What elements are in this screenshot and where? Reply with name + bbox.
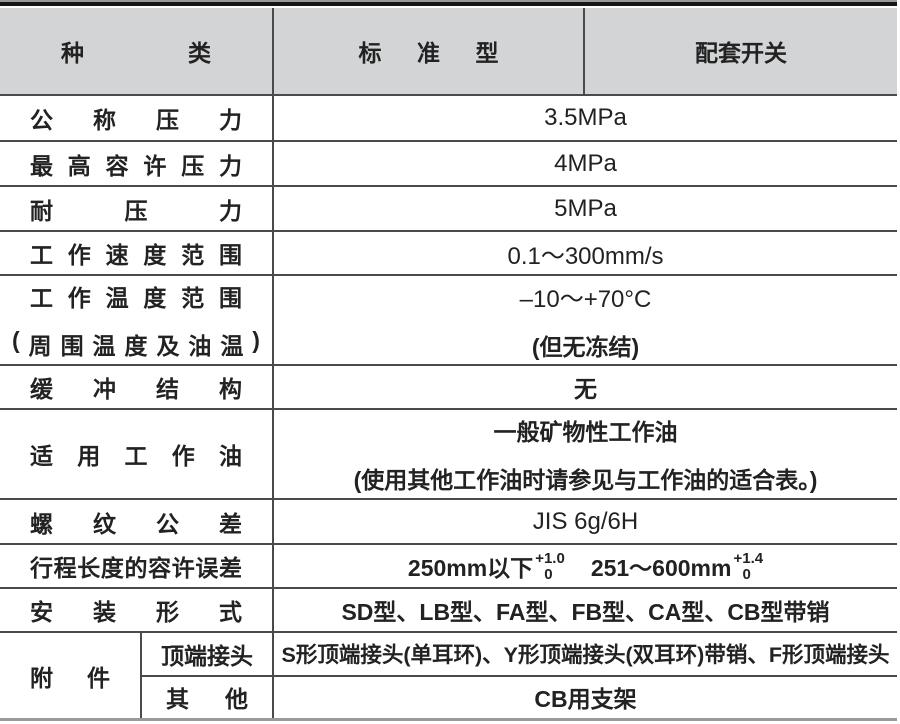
tolerance-stack: +1.4 0 [733, 550, 764, 583]
value-withstand-pressure: 5MPa [554, 194, 617, 222]
accessories-subrows: 顶端接头 S形顶端接头(单耳环)、Y形顶端接头(双耳环)带销、F形顶端接头 其他… [142, 633, 897, 718]
subrow-other: 其他 CB用支架 [142, 676, 897, 718]
tolerance-stack: +1.0 0 [535, 550, 565, 583]
row-speed-range: 工作速度范围 0.1～300mm/s [0, 230, 897, 274]
label-mounting: 安装形式 [0, 589, 274, 631]
label-temp-range: 工作温度范围 (周围温度及油温) [0, 276, 274, 364]
label-other: 其他 [142, 676, 274, 718]
row-working-oil: 适用工作油 一般矿物性工作油 (使用其他工作油时请参见与工作油的适合表。) [0, 408, 897, 498]
top-rule-gray [0, 0, 897, 2]
value-other: CB用支架 [534, 686, 637, 713]
header-cell-type: 种类 [0, 8, 274, 94]
row-accessories: 附件 顶端接头 S形顶端接头(单耳环)、Y形顶端接头(双耳环)带销、F形顶端接头… [0, 631, 897, 718]
value-top-joint: S形顶端接头(单耳环)、Y形顶端接头(双耳环)带销、F形顶端接头 [281, 643, 890, 668]
value-nominal-pressure: 3.5MPa [544, 104, 627, 131]
header-cell-switch: 配套开关 [585, 8, 897, 94]
subrow-top-joint: 顶端接头 S形顶端接头(单耳环)、Y形顶端接头(双耳环)带销、F形顶端接头 [142, 633, 897, 677]
label-cushion: 缓冲结构 [0, 366, 274, 408]
value-mounting: SD型、LB型、FA型、FB型、CA型、CB型带销 [341, 599, 830, 625]
tolerance-under-250: 250mm以下 +1.0 0 [407, 550, 565, 583]
row-max-pressure: 最高容许压力 4MPa [0, 140, 897, 185]
label-accessories: 附件 [0, 633, 142, 718]
label-speed-range: 工作速度范围 [0, 232, 274, 274]
header-cell-standard: 标准型 [274, 8, 585, 94]
row-mounting: 安装形式 SD型、LB型、FA型、FB型、CA型、CB型带销 [0, 587, 897, 631]
label-withstand-pressure: 耐压力 [0, 187, 274, 230]
value-working-oil: 一般矿物性工作油 (使用其他工作油时请参见与工作油的适合表。) [353, 419, 818, 493]
row-cushion: 缓冲结构 无 [0, 364, 897, 408]
value-thread-tolerance: JIS 6g/6H [532, 507, 639, 535]
label-top-joint: 顶端接头 [142, 633, 274, 675]
label-stroke-tolerance: 行程长度的容许误差 [0, 545, 274, 587]
value-cushion: 无 [574, 376, 597, 402]
header-label-type: 种类 [61, 40, 211, 66]
row-temp-range: 工作温度范围 (周围温度及油温) –10～+70°C (但无冻结) [0, 274, 897, 364]
value-max-pressure: 4MPa [554, 149, 617, 177]
label-thread-tolerance: 螺纹公差 [0, 500, 274, 543]
label-max-pressure: 最高容许压力 [0, 142, 274, 185]
row-thread-tolerance: 螺纹公差 JIS 6g/6H [0, 498, 897, 543]
header-label-standard: 标准型 [358, 40, 499, 66]
top-rule-black [0, 2, 897, 6]
tolerance-251-600: 251～600mm +1.4 0 [590, 550, 764, 583]
label-working-oil: 适用工作油 [0, 410, 274, 498]
row-stroke-tolerance: 行程长度的容许误差 250mm以下 +1.0 0 251～600mm +1.4 … [0, 543, 897, 587]
value-stroke-tolerance: 250mm以下 +1.0 0 251～600mm +1.4 0 [274, 545, 897, 587]
value-temp-range: –10～+70°C (但无冻结) [519, 285, 652, 360]
header-label-switch: 配套开关 [695, 40, 787, 66]
row-withstand-pressure: 耐压力 5MPa [0, 185, 897, 230]
label-nominal-pressure: 公称压力 [0, 96, 274, 140]
row-nominal-pressure: 公称压力 3.5MPa [0, 94, 897, 140]
header-row: 种类 标准型 配套开关 [0, 8, 897, 94]
value-speed-range: 0.1～300mm/s [507, 242, 664, 270]
